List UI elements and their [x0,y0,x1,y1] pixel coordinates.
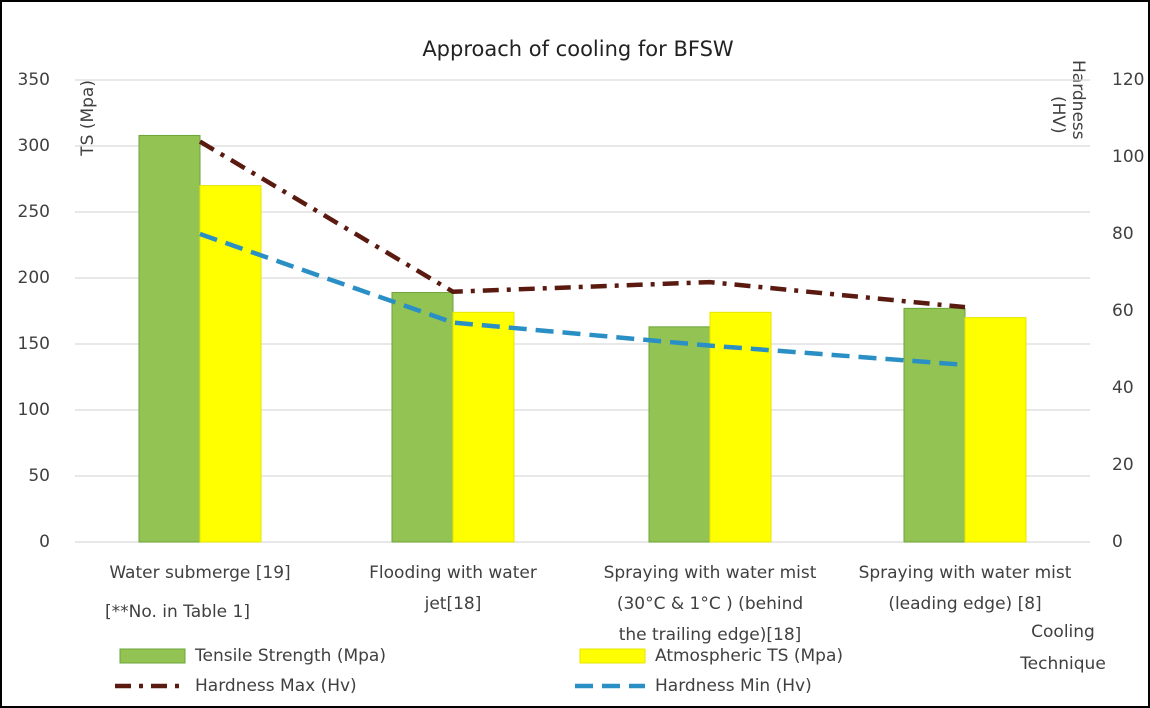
bar [138,134,201,543]
y-tick-label: 0 [39,532,50,552]
y2-tick-label: 40 [1112,378,1134,398]
y-tick-label: 300 [18,136,50,156]
line-series [198,139,966,310]
y2-tick-label: 60 [1112,301,1134,321]
y-tick-label: 100 [18,400,50,420]
bar [964,317,1027,543]
legend-swatch [579,648,646,664]
bar [648,326,711,543]
y2-tick-label: 80 [1112,224,1134,244]
legend-swatch [119,648,186,664]
y-tick-label: 250 [18,202,50,222]
y2-tick-label: 120 [1112,70,1144,90]
y2-tick-label: 0 [1112,532,1123,552]
line-series [199,231,966,368]
y2-tick-label: 100 [1112,147,1144,167]
y-tick-label: 150 [18,334,50,354]
y2-axis-label: (HV) [1048,96,1068,134]
x-tick-label: Spraying with water mist [859,563,1072,583]
legend-label: Atmospheric TS (Mpa) [655,646,843,666]
x-tick-label: Water submerge [19] [109,563,290,583]
y-tick-label: 350 [18,70,50,90]
x-tick-label: Flooding with water [369,563,537,583]
legend-label: Hardness Min (Hv) [655,676,812,696]
y-tick-label: 200 [18,268,50,288]
legend-label: Tensile Strength (Mpa) [194,646,386,666]
x-tick-label: Spraying with water mist [604,563,817,583]
bar [391,292,454,543]
bar [452,311,515,543]
x-tick-label: (30°C & 1°C ) (behind [617,594,803,614]
chart-title: Approach of cooling for BFSW [422,37,734,61]
y-tick-label: 50 [28,466,50,486]
legend-label: Hardness Max (Hv) [195,676,357,696]
bar [903,307,966,543]
annotation: [**No. in Table 1] [105,602,250,622]
y-axis-label: TS (Mpa) [78,80,98,157]
x-tick-label: (leading edge) [8] [888,594,1041,614]
x-tick-label: jet[18] [424,594,482,614]
x-axis-label: Technique [1019,654,1106,674]
x-tick-label: the trailing edge)[18] [619,625,802,645]
y2-axis-label: Hardness [1068,60,1088,140]
y2-tick-label: 20 [1112,455,1134,475]
x-axis-label: Cooling [1031,622,1095,642]
